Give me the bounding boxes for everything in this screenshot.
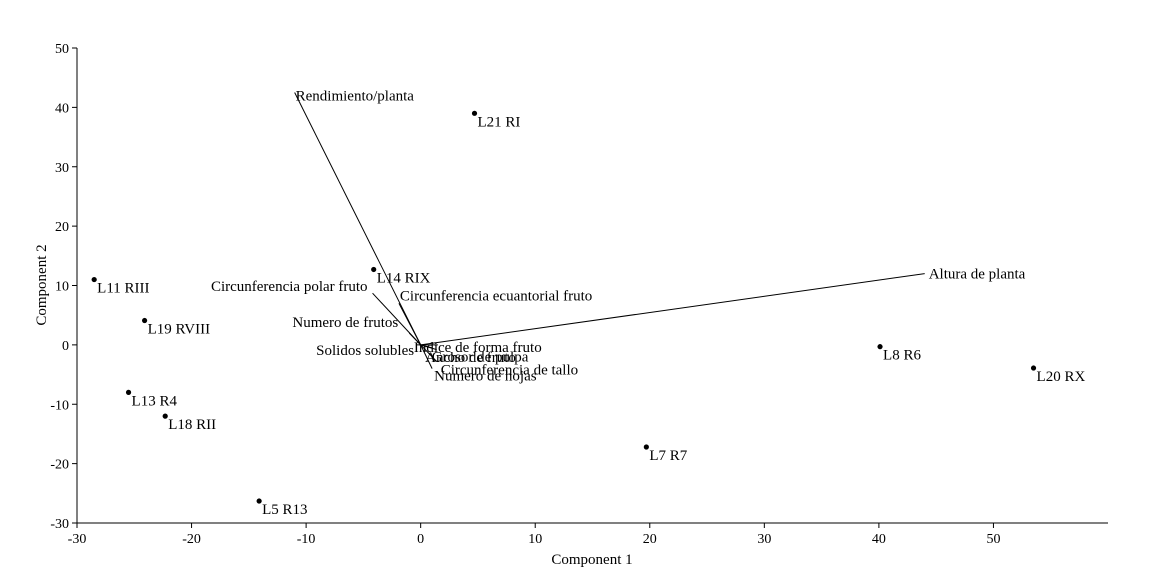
loading-vectors: Rendimiento/planta Altura de planta Circun… — [211, 89, 1026, 385]
point-label: L11 RIII — [97, 281, 149, 297]
y-tick-label: 0 — [62, 339, 69, 354]
score-point — [471, 110, 478, 116]
loading-label: Circunferencia polar fruto — [211, 279, 368, 295]
score-point — [91, 276, 97, 283]
loading-vector — [294, 92, 422, 346]
loading-vector — [408, 332, 422, 346]
x-tick-label: 20 — [643, 532, 657, 547]
point-label: L21 RI — [478, 114, 521, 130]
y-axis-title: Component 2 — [34, 244, 50, 325]
x-tick-label: 40 — [872, 532, 886, 547]
y-tick-label: 30 — [55, 161, 69, 176]
point-label: L14 RIX — [377, 270, 431, 286]
y-tick-label: -10 — [50, 398, 69, 413]
y-tick-label: 40 — [55, 101, 69, 116]
point-label: L18 RII — [168, 417, 216, 433]
loading-label: Indice de forma fruto — [414, 340, 542, 356]
y-tick-label: 20 — [55, 220, 69, 235]
loading-vector — [398, 303, 422, 346]
loading-label: Rendimiento/planta — [296, 89, 415, 105]
point-label: L19 RVIII — [148, 322, 211, 338]
point-label: L20 RX — [1037, 369, 1086, 385]
score-point — [371, 266, 377, 273]
loading-label: Numero de hojas — [434, 369, 537, 385]
score-point — [877, 344, 883, 350]
point-label: L5 R13 — [262, 502, 307, 518]
x-tick-label: 50 — [986, 532, 1000, 547]
score-point — [125, 389, 132, 395]
point-label: L13 R4 — [132, 393, 178, 409]
loading-vector — [420, 273, 925, 346]
loading-label: Solidos solubles — [316, 343, 414, 359]
point-label: L8 R6 — [883, 348, 921, 364]
y-tick-label: 10 — [55, 280, 69, 295]
axes: -30 -20 -10 0 10 20 30 40 50 -30 -20 -10 0 10 20 30 40 50 — [50, 42, 1108, 547]
x-tick-label: -20 — [182, 532, 201, 547]
x-tick-label: 10 — [528, 532, 542, 547]
score-point — [256, 498, 262, 504]
score-point — [643, 444, 649, 450]
y-tick-label: -30 — [50, 517, 69, 532]
score-points: L21 RI L14 RIX L11 RIII L19 RVIII L13 R4 L18 … — [91, 110, 1086, 518]
loading-label: Circunferencia de tallo — [441, 363, 578, 379]
score-point — [1030, 365, 1037, 371]
x-tick-label: 0 — [417, 532, 424, 547]
x-tick-label: -30 — [68, 532, 87, 547]
point-label: L7 R7 — [649, 448, 687, 464]
loading-vector — [420, 344, 433, 369]
x-tick-label: -10 — [297, 532, 316, 547]
loading-label: Grosor de pulpa — [432, 350, 529, 366]
loading-label: Numero de frutos — [292, 315, 398, 331]
y-tick-label: 50 — [55, 42, 69, 57]
loading-label: Altura de planta — [929, 267, 1026, 283]
x-tick-label: 30 — [757, 532, 771, 547]
y-tick-label: -20 — [50, 458, 69, 473]
x-axis-title: Component 1 — [551, 552, 632, 568]
score-point — [162, 413, 168, 419]
loading-label: Circunferencia ecuantorial fruto — [400, 288, 592, 304]
loading-vector — [420, 344, 438, 362]
loading-label: Ancho de fruto — [425, 350, 516, 366]
loading-vector — [420, 344, 437, 351]
score-point — [141, 317, 148, 324]
